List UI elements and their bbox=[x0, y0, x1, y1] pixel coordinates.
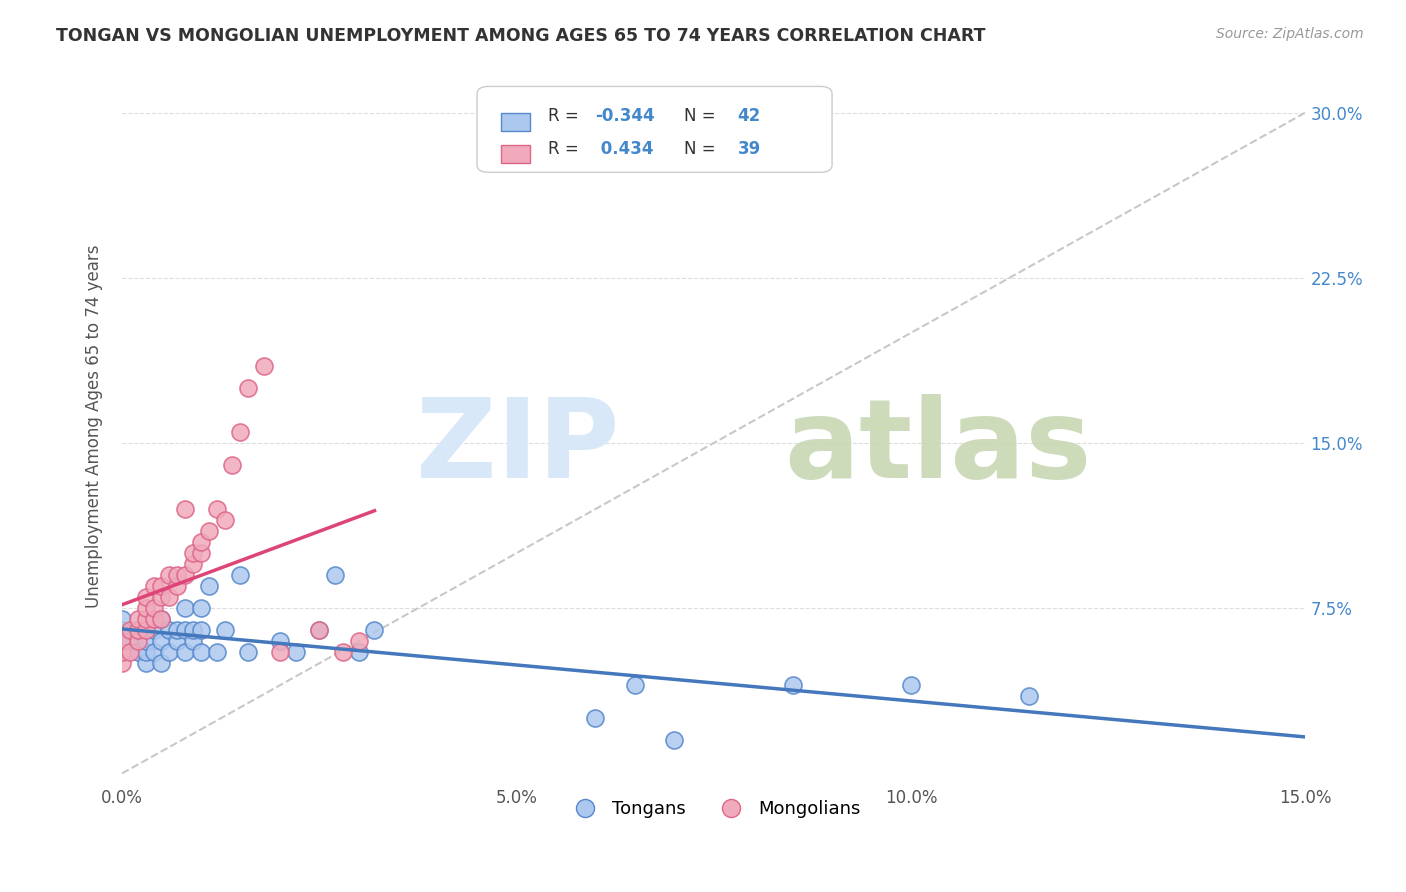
Point bbox=[347, 645, 370, 659]
Point bbox=[347, 634, 370, 648]
Point bbox=[238, 645, 260, 659]
FancyBboxPatch shape bbox=[501, 145, 530, 163]
Point bbox=[135, 634, 157, 648]
Point bbox=[157, 590, 180, 604]
Text: Source: ZipAtlas.com: Source: ZipAtlas.com bbox=[1216, 27, 1364, 41]
Point bbox=[118, 645, 141, 659]
Point bbox=[308, 624, 330, 638]
Point bbox=[253, 359, 276, 373]
Point bbox=[190, 535, 212, 549]
Point bbox=[284, 645, 307, 659]
Point bbox=[127, 624, 149, 638]
Point bbox=[1018, 690, 1040, 704]
Point bbox=[174, 645, 197, 659]
Point bbox=[111, 634, 134, 648]
Point bbox=[135, 601, 157, 615]
Point bbox=[142, 624, 165, 638]
Point bbox=[269, 634, 291, 648]
Point bbox=[118, 624, 141, 638]
Point bbox=[166, 579, 188, 593]
Point bbox=[142, 612, 165, 626]
Point bbox=[150, 657, 173, 671]
Point bbox=[150, 579, 173, 593]
Point bbox=[150, 590, 173, 604]
Point bbox=[135, 624, 157, 638]
Text: atlas: atlas bbox=[785, 394, 1092, 501]
Point bbox=[127, 624, 149, 638]
Point bbox=[190, 624, 212, 638]
Text: N =: N = bbox=[685, 140, 721, 158]
Point bbox=[174, 601, 197, 615]
Point bbox=[190, 645, 212, 659]
Point bbox=[111, 624, 134, 638]
Point bbox=[181, 546, 204, 560]
Point bbox=[135, 590, 157, 604]
Point bbox=[363, 624, 385, 638]
FancyBboxPatch shape bbox=[501, 113, 530, 131]
Point bbox=[205, 502, 228, 516]
Point bbox=[214, 624, 236, 638]
Text: 39: 39 bbox=[737, 140, 761, 158]
Point bbox=[174, 502, 197, 516]
Text: R =: R = bbox=[548, 140, 583, 158]
Point bbox=[181, 624, 204, 638]
Point bbox=[174, 568, 197, 582]
Point bbox=[150, 612, 173, 626]
Point bbox=[214, 513, 236, 527]
Point bbox=[174, 624, 197, 638]
Point bbox=[157, 624, 180, 638]
Legend: Tongans, Mongolians: Tongans, Mongolians bbox=[560, 793, 868, 825]
Point bbox=[118, 634, 141, 648]
Point bbox=[111, 657, 134, 671]
Point bbox=[135, 645, 157, 659]
Point bbox=[198, 524, 221, 538]
Point bbox=[269, 645, 291, 659]
Y-axis label: Unemployment Among Ages 65 to 74 years: Unemployment Among Ages 65 to 74 years bbox=[86, 244, 103, 608]
Point bbox=[111, 612, 134, 626]
Text: ZIP: ZIP bbox=[416, 394, 619, 501]
Point bbox=[127, 645, 149, 659]
Point bbox=[166, 568, 188, 582]
Point bbox=[900, 678, 922, 692]
Point bbox=[135, 657, 157, 671]
Text: N =: N = bbox=[685, 107, 721, 126]
FancyBboxPatch shape bbox=[477, 87, 832, 172]
Point bbox=[323, 568, 346, 582]
Point bbox=[181, 634, 204, 648]
Point bbox=[157, 645, 180, 659]
Point bbox=[308, 624, 330, 638]
Point bbox=[238, 381, 260, 395]
Point bbox=[127, 634, 149, 648]
Point bbox=[135, 612, 157, 626]
Point bbox=[205, 645, 228, 659]
Text: 42: 42 bbox=[737, 107, 761, 126]
Point bbox=[221, 458, 243, 472]
Point bbox=[782, 678, 804, 692]
Point bbox=[583, 711, 606, 725]
Point bbox=[142, 645, 165, 659]
Point bbox=[142, 601, 165, 615]
Point bbox=[150, 634, 173, 648]
Text: R =: R = bbox=[548, 107, 583, 126]
Text: 0.434: 0.434 bbox=[595, 140, 654, 158]
Point bbox=[190, 546, 212, 560]
Point bbox=[624, 678, 647, 692]
Text: -0.344: -0.344 bbox=[595, 107, 655, 126]
Point bbox=[111, 645, 134, 659]
Point bbox=[150, 612, 173, 626]
Point bbox=[198, 579, 221, 593]
Point bbox=[181, 557, 204, 571]
Point bbox=[229, 425, 252, 439]
Text: TONGAN VS MONGOLIAN UNEMPLOYMENT AMONG AGES 65 TO 74 YEARS CORRELATION CHART: TONGAN VS MONGOLIAN UNEMPLOYMENT AMONG A… bbox=[56, 27, 986, 45]
Point bbox=[157, 568, 180, 582]
Point bbox=[190, 601, 212, 615]
Point bbox=[142, 579, 165, 593]
Point bbox=[127, 612, 149, 626]
Point bbox=[332, 645, 354, 659]
Point bbox=[166, 624, 188, 638]
Point bbox=[229, 568, 252, 582]
Point bbox=[664, 733, 686, 747]
Point bbox=[166, 634, 188, 648]
